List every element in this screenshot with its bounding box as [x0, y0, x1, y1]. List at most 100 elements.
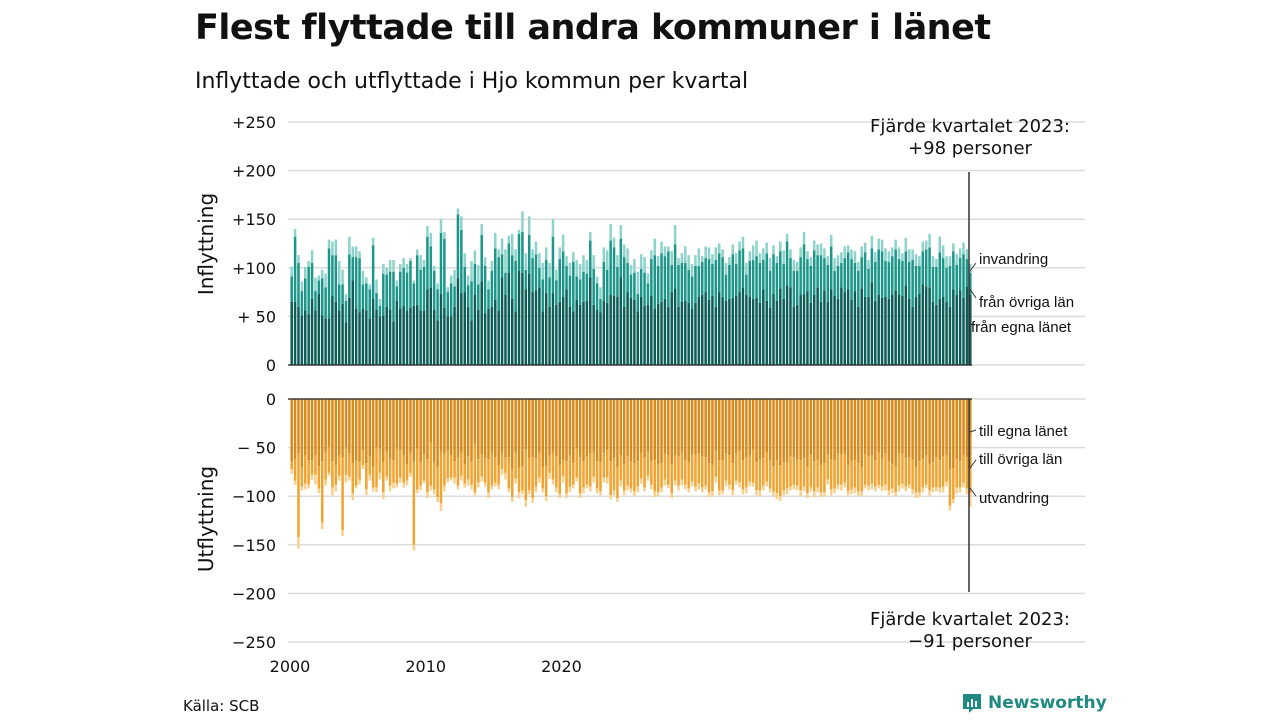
bar-segment-in	[762, 289, 765, 365]
bar-segment-in	[565, 289, 568, 365]
bar-segment-in	[768, 307, 772, 365]
bar-segment-in	[324, 287, 327, 319]
bar-segment-in	[558, 247, 562, 260]
bar-segment-in	[507, 272, 511, 365]
bar-segment-in	[846, 245, 850, 253]
bar-segment-out	[432, 462, 436, 490]
bar-segment-in	[962, 242, 965, 255]
bar-segment-in	[853, 262, 857, 292]
bar-segment-in	[382, 315, 385, 365]
bar-segment-in	[405, 272, 409, 311]
bar-segment-out	[677, 399, 680, 457]
bar-segment-out	[568, 486, 572, 493]
bar-segment-out	[422, 480, 426, 484]
bar-segment-in	[846, 252, 850, 290]
bar-segment-out	[646, 399, 650, 452]
bar-segment-out	[558, 494, 562, 499]
bar-segment-in	[650, 250, 653, 260]
bar-segment-out	[768, 399, 772, 461]
bar-segment-out	[955, 487, 958, 494]
bar-segment-out	[585, 456, 589, 485]
bar-segment-out	[361, 465, 365, 469]
bar-segment-out	[918, 399, 921, 462]
bar-segment-in	[826, 301, 830, 365]
bar-segment-out	[589, 399, 592, 454]
bar-segment-in	[687, 255, 690, 270]
bar-segment-out	[921, 399, 925, 460]
bar-segment-out	[510, 497, 514, 503]
bar-segment-in	[304, 310, 307, 365]
bar-segment-in	[619, 225, 623, 239]
bar-segment-in	[717, 243, 721, 254]
bar-segment-out	[724, 399, 728, 454]
bar-segment-in	[799, 295, 802, 365]
bar-segment-in	[405, 263, 409, 273]
bar-segment-out	[565, 493, 568, 499]
bar-segment-out	[928, 490, 931, 497]
bar-segment-out	[507, 457, 511, 489]
bar-segment-out	[337, 399, 341, 456]
bar-segment-in	[897, 259, 901, 296]
bar-segment-in	[931, 266, 935, 302]
bar-segment-out	[293, 480, 297, 485]
bar-segment-in	[510, 298, 514, 365]
bar-segment-in	[656, 265, 660, 304]
bar-segment-out	[524, 399, 528, 450]
bar-segment-in	[470, 260, 473, 282]
bar-segment-out	[555, 487, 558, 493]
bar-segment-in	[850, 249, 853, 260]
bar-segment-out	[687, 462, 690, 489]
bar-segment-in	[385, 274, 388, 307]
bar-segment-in	[748, 260, 752, 297]
bar-segment-in	[921, 251, 925, 285]
bar-segment-out	[405, 399, 409, 465]
chart-title: Flest flyttade till andra kommuner i län…	[195, 8, 991, 48]
bar-segment-out	[480, 476, 483, 482]
bar-segment-in	[646, 273, 650, 284]
bar-segment-out	[477, 399, 480, 460]
bar-segment-out	[931, 399, 935, 463]
bar-segment-in	[673, 288, 677, 365]
bar-segment-out	[419, 399, 422, 463]
bar-segment-in	[555, 280, 558, 305]
bar-segment-out	[857, 491, 860, 497]
bar-segment-out	[415, 489, 419, 494]
bar-segment-out	[901, 399, 904, 454]
bar-segment-out	[304, 455, 307, 484]
chart-subtitle: Inflyttade och utflyttade i Hjo kommun p…	[195, 69, 749, 94]
series-label-out: till egna länet	[979, 423, 1068, 440]
bar-segment-in	[765, 300, 768, 365]
bar-segment-in	[969, 272, 972, 296]
bar-segment-in	[880, 251, 884, 298]
bar-segment-out	[327, 472, 331, 476]
bar-segment-out	[826, 454, 830, 480]
bar-segment-in	[527, 234, 531, 274]
bar-segment-in	[555, 304, 558, 365]
bar-segment-in	[772, 245, 775, 255]
bar-segment-in	[490, 306, 494, 365]
bar-segment-in	[755, 240, 758, 257]
bar-segment-out	[320, 399, 324, 462]
bar-segment-in	[354, 246, 358, 258]
bar-segment-in	[599, 298, 602, 313]
bar-segment-out	[382, 462, 385, 493]
bar-segment-in	[409, 260, 412, 308]
bar-segment-in	[782, 250, 785, 264]
bar-segment-in	[572, 311, 575, 365]
bar-segment-out	[717, 399, 721, 461]
bar-segment-in	[599, 287, 602, 299]
bar-segment-out	[809, 487, 813, 492]
bar-segment-in	[684, 246, 687, 263]
bar-segment-out	[891, 464, 894, 489]
bar-segment-out	[836, 399, 840, 454]
bar-segment-out	[307, 460, 310, 485]
bar-segment-out	[924, 399, 928, 456]
bar-segment-in	[636, 294, 640, 312]
bar-segment-in	[446, 287, 450, 293]
bar-segment-in	[796, 261, 799, 271]
bar-segment-in	[734, 263, 738, 296]
bar-segment-out	[324, 452, 327, 480]
bar-segment-in	[877, 238, 880, 250]
bar-segment-in	[809, 257, 813, 266]
bar-segment-out	[432, 489, 436, 495]
